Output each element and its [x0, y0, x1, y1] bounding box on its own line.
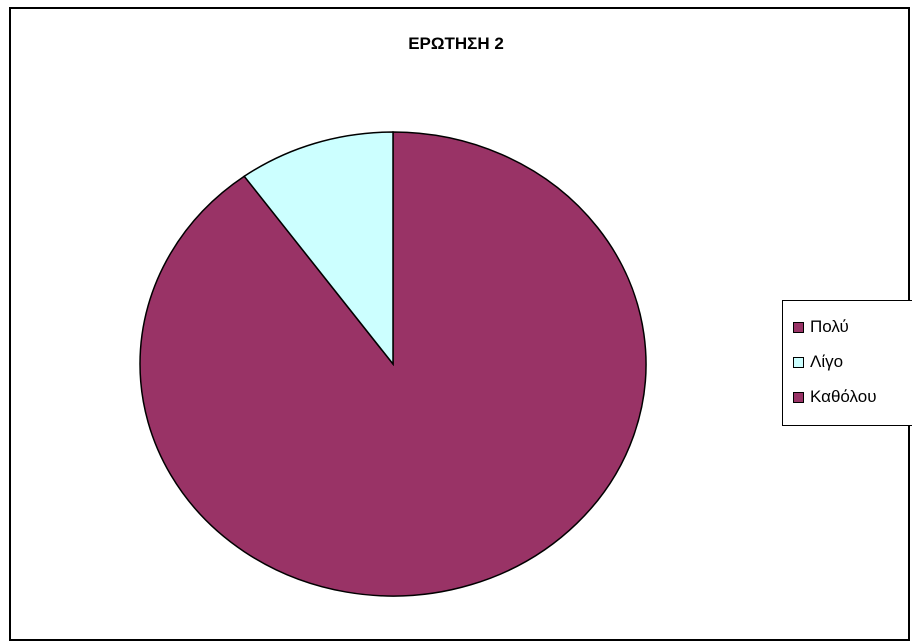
legend-swatch-ligo [793, 356, 804, 368]
legend-item-katholou: Καθόλου [793, 387, 877, 407]
chart-legend: Πολύ Λίγο Καθόλου [782, 300, 912, 426]
legend-label-ligo: Λίγο [810, 352, 844, 371]
legend-swatch-katholou [793, 391, 804, 403]
chart-title: ΕΡΩΤΗΣΗ 2 [408, 34, 504, 53]
legend-label-katholou: Καθόλου [810, 387, 877, 406]
legend-swatch-poly [793, 321, 804, 333]
legend-item-poly: Πολύ [793, 317, 849, 337]
legend-label-poly: Πολύ [810, 317, 849, 336]
pie-slice-ligo [243, 131, 394, 367]
legend-item-ligo: Λίγο [793, 352, 843, 372]
